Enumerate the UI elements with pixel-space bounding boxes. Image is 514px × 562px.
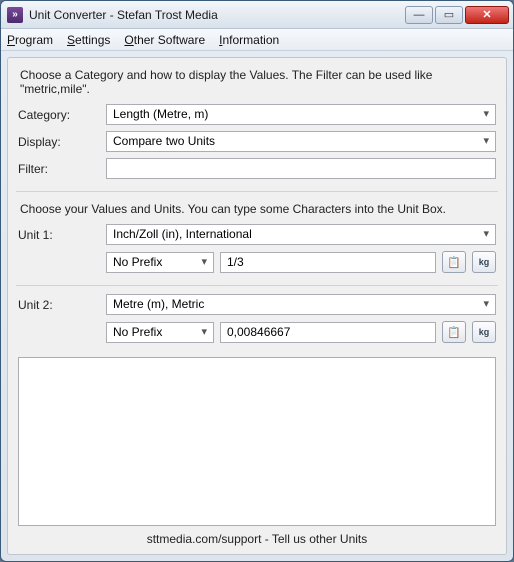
display-label: Display: [18, 135, 106, 149]
category-combo[interactable]: Length (Metre, m) [106, 104, 496, 125]
window-buttons: — ▭ ✕ [405, 6, 509, 24]
menu-settings[interactable]: Settings [67, 33, 110, 47]
unit1-combo[interactable]: Inch/Zoll (in), International [106, 224, 496, 245]
section1-instruction: Choose a Category and how to display the… [20, 68, 496, 96]
copy-icon: 📋 [447, 326, 461, 339]
menu-information[interactable]: Information [219, 33, 279, 47]
unit1-kg-button[interactable]: kg [472, 251, 496, 273]
unit2-prefix-combo[interactable]: No Prefix [106, 322, 214, 343]
filter-input[interactable] [106, 158, 496, 179]
unit2-combo[interactable]: Metre (m), Metric [106, 294, 496, 315]
result-area[interactable] [18, 357, 496, 526]
section2-instruction: Choose your Values and Units. You can ty… [20, 202, 496, 216]
minimize-button[interactable]: — [405, 6, 433, 24]
unit2-kg-button[interactable]: kg [472, 321, 496, 343]
window-title: Unit Converter - Stefan Trost Media [29, 8, 405, 22]
unit1-prefix-combo[interactable]: No Prefix [106, 252, 214, 273]
close-button[interactable]: ✕ [465, 6, 509, 24]
row-filter: Filter: [18, 158, 496, 179]
menubar: Program Settings Other Software Informat… [1, 29, 513, 51]
unit2-value-input[interactable] [220, 322, 436, 343]
row-display: Display: Compare two Units [18, 131, 496, 152]
unit2-label: Unit 2: [18, 298, 106, 312]
unit1-copy-button[interactable]: 📋 [442, 251, 466, 273]
menu-program[interactable]: Program [7, 33, 53, 47]
maximize-button[interactable]: ▭ [435, 6, 463, 24]
row-unit2: Unit 2: Metre (m), Metric [18, 294, 496, 315]
kg-icon: kg [479, 257, 490, 267]
category-label: Category: [18, 108, 106, 122]
client-area: Choose a Category and how to display the… [7, 57, 507, 555]
separator-1 [16, 191, 498, 192]
unit2-copy-button[interactable]: 📋 [442, 321, 466, 343]
footer-link[interactable]: sttmedia.com/support - Tell us other Uni… [18, 526, 496, 548]
unit1-value-input[interactable] [220, 252, 436, 273]
menu-other-software[interactable]: Other Software [124, 33, 205, 47]
row-unit1: Unit 1: Inch/Zoll (in), International [18, 224, 496, 245]
display-combo[interactable]: Compare two Units [106, 131, 496, 152]
app-window: » Unit Converter - Stefan Trost Media — … [0, 0, 514, 562]
row-category: Category: Length (Metre, m) [18, 104, 496, 125]
row-unit1-sub: No Prefix 📋 kg [106, 251, 496, 273]
row-unit2-sub: No Prefix 📋 kg [106, 321, 496, 343]
titlebar[interactable]: » Unit Converter - Stefan Trost Media — … [1, 1, 513, 29]
filter-label: Filter: [18, 162, 106, 176]
unit1-label: Unit 1: [18, 228, 106, 242]
app-icon: » [7, 7, 23, 23]
copy-icon: 📋 [447, 256, 461, 269]
separator-2 [16, 285, 498, 286]
kg-icon: kg [479, 327, 490, 337]
